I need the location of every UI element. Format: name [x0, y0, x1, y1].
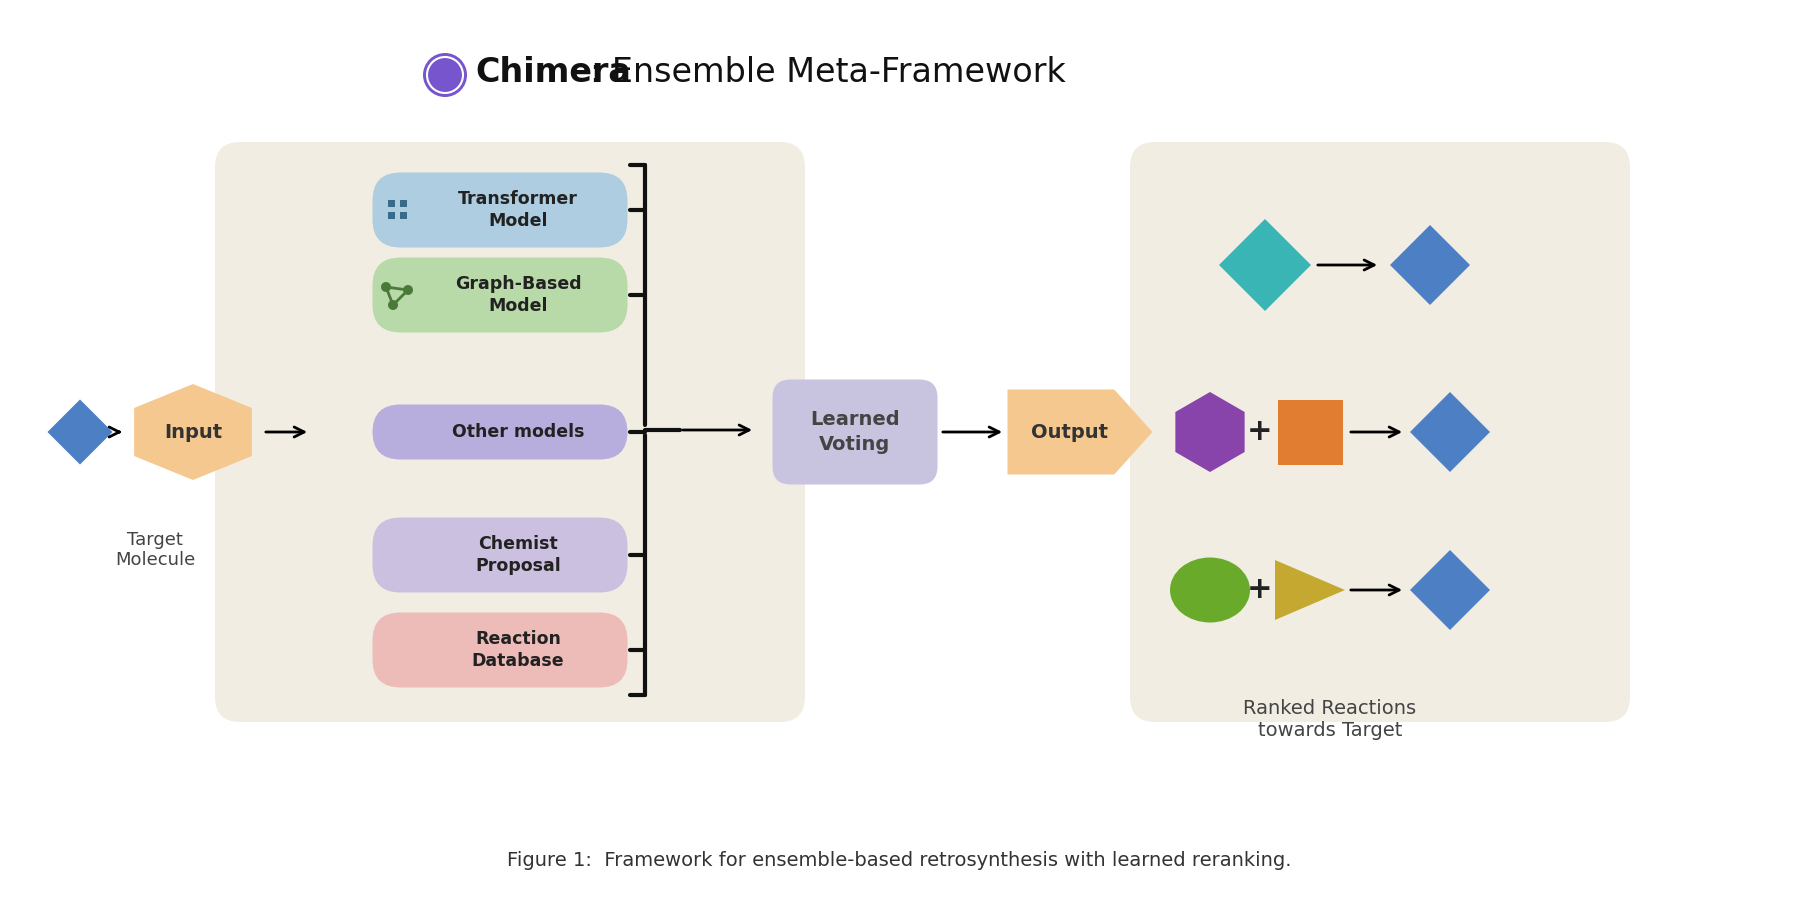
Text: Figure 1:  Framework for ensemble-based retrosynthesis with learned reranking.: Figure 1: Framework for ensemble-based r… [507, 851, 1291, 869]
Bar [399, 212, 406, 219]
Text: Chimera: Chimera [475, 56, 631, 89]
Polygon shape [1176, 392, 1244, 472]
FancyBboxPatch shape [216, 142, 806, 722]
Circle shape [381, 282, 390, 292]
Text: Ranked Reactions
towards Target: Ranked Reactions towards Target [1244, 700, 1417, 741]
Circle shape [388, 300, 397, 310]
FancyBboxPatch shape [372, 518, 628, 592]
FancyBboxPatch shape [773, 379, 937, 484]
Polygon shape [1410, 550, 1491, 630]
Text: : Ensemble Meta-Framework: : Ensemble Meta-Framework [590, 56, 1066, 89]
Bar [399, 200, 406, 207]
Polygon shape [1275, 560, 1345, 620]
Text: Input: Input [164, 422, 223, 441]
Text: +: + [1248, 575, 1273, 604]
Text: Output: Output [1032, 422, 1109, 441]
Text: Reaction
Database: Reaction Database [471, 630, 565, 670]
FancyBboxPatch shape [372, 258, 628, 332]
Polygon shape [1219, 219, 1311, 311]
Text: +: + [1248, 418, 1273, 447]
Bar [388, 212, 396, 219]
Ellipse shape [1170, 558, 1250, 622]
Text: Learned
Voting: Learned Voting [811, 410, 899, 454]
FancyBboxPatch shape [1129, 142, 1631, 722]
Polygon shape [1007, 389, 1153, 474]
Text: Other models: Other models [451, 423, 584, 441]
FancyBboxPatch shape [372, 405, 628, 460]
Polygon shape [1390, 225, 1471, 305]
Polygon shape [135, 384, 252, 480]
Text: Transformer
Model: Transformer Model [458, 190, 577, 230]
Bar [1278, 399, 1343, 464]
Text: Chemist
Proposal: Chemist Proposal [475, 535, 561, 575]
Bar [388, 200, 396, 207]
Circle shape [423, 53, 467, 97]
Circle shape [403, 285, 414, 295]
Polygon shape [47, 399, 113, 464]
Text: Target
Molecule: Target Molecule [115, 531, 196, 570]
FancyBboxPatch shape [372, 612, 628, 687]
Text: Graph-Based
Model: Graph-Based Model [455, 275, 581, 315]
FancyBboxPatch shape [372, 173, 628, 248]
Polygon shape [1410, 392, 1491, 472]
